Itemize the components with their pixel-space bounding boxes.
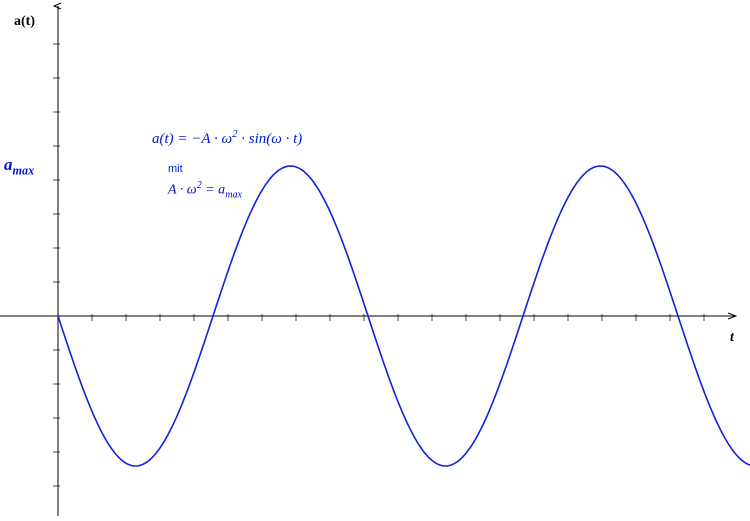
equation-amax: A · ω2 = amax [168,180,242,200]
x-axis-label: t [730,330,734,346]
plot-svg [0,0,750,521]
y-axis-label: a(t) [14,14,35,30]
equation-mit: mit [168,163,183,175]
chart-container: a(t) t amax a(t) = −A · ω2 · sin(ω · t) … [0,0,750,521]
equation-main: a(t) = −A · ω2 · sin(ω · t) [152,128,302,148]
amax-label: amax [4,155,34,178]
